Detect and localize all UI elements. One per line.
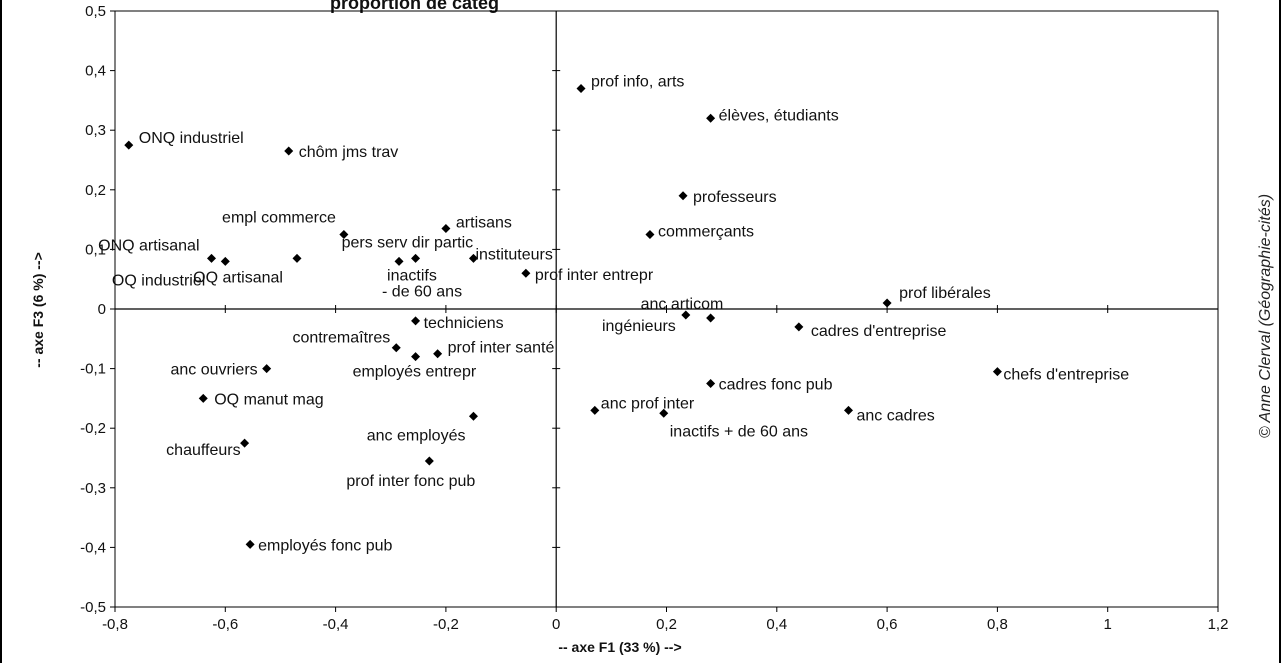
data-point-marker — [339, 230, 349, 239]
data-point-marker — [292, 253, 302, 263]
x-tick-label: 0,8 — [987, 616, 1008, 633]
data-point-label: artisans — [456, 215, 512, 232]
data-point-marker — [706, 379, 716, 388]
data-point-label: employés entrepr — [353, 364, 477, 381]
data-point-marker — [262, 364, 272, 374]
data-point-label: contremaîtres — [292, 330, 390, 347]
data-point-label: prof libérales — [899, 285, 991, 302]
x-tick-label: 0,4 — [766, 616, 787, 633]
data-point-label: anc articom — [641, 296, 724, 313]
data-point-label: cadres d'entreprise — [811, 323, 947, 340]
data-point-marker — [681, 310, 691, 320]
data-point-marker — [441, 224, 451, 234]
data-point-label: professeurs — [693, 189, 777, 206]
data-point-label: anc employés — [367, 427, 466, 444]
x-tick-label: 0 — [552, 616, 560, 633]
y-tick-label: 0 — [98, 301, 106, 318]
data-point-marker — [433, 349, 443, 359]
data-point-marker — [207, 253, 217, 263]
data-point-label: prof inter fonc pub — [346, 473, 475, 490]
data-point-marker — [394, 256, 404, 266]
x-tick-label: 0,2 — [656, 616, 677, 633]
data-point-label: instituteurs — [475, 246, 552, 263]
data-point-label: ONQ industriel — [139, 130, 244, 147]
y-tick-label: 0,4 — [85, 63, 106, 80]
data-point-marker — [124, 140, 134, 150]
x-tick-label: -0,6 — [212, 616, 238, 633]
data-point-marker — [424, 456, 434, 466]
x-axis-title: -- axe F1 (33 %) --> — [558, 639, 681, 655]
data-point-marker — [521, 268, 531, 278]
y-tick-label: 0,2 — [85, 182, 106, 199]
data-point-label: prof inter entrepr — [535, 267, 654, 284]
x-tick-label: 0,6 — [877, 616, 898, 633]
data-point-marker — [198, 393, 208, 403]
data-point-label: OQ industriel — [112, 272, 205, 289]
ticks-layer: -0,8 -0,6 -0,4 -0,2 0 0,2 0,4 0,6 0,8 1 1,2 0,5 0,4 0… — [80, 3, 1228, 633]
x-tick-label: 1 — [1104, 616, 1112, 633]
data-point-label: élèves, étudiants — [719, 107, 839, 124]
data-point-marker — [391, 343, 401, 353]
data-point-marker — [706, 113, 716, 123]
data-point-label: commerçants — [658, 224, 754, 241]
data-point-label: chôm jms trav — [299, 144, 399, 161]
y-tick-label: -0,5 — [80, 599, 106, 616]
data-point-label: employés fonc pub — [258, 537, 392, 554]
labels-layer: ONQ industriel chôm jms trav prof info, ar… — [98, 73, 1129, 554]
y-tick-label: -0,1 — [80, 361, 106, 378]
points-layer — [124, 83, 1002, 549]
data-point-label: techniciens — [424, 315, 504, 332]
data-point-marker — [706, 313, 716, 323]
data-point-label: pers serv dir partic — [342, 234, 474, 251]
y-tick-label: -0,2 — [80, 420, 106, 437]
x-tick-label: -0,4 — [323, 616, 349, 633]
credit-text: © Anne Clerval (Géographie-cités) — [1257, 194, 1274, 438]
data-point-label: OQ manut mag — [214, 391, 323, 408]
header-fragment: proportion de catég — [330, 0, 499, 13]
y-tick-label: 0,5 — [85, 3, 106, 20]
data-point-marker — [284, 146, 294, 156]
y-tick-label: -0,4 — [80, 539, 106, 556]
data-point-label: anc prof inter — [601, 395, 695, 412]
data-point-marker — [468, 411, 478, 421]
data-point-marker — [794, 322, 804, 332]
data-point-marker — [645, 230, 655, 239]
data-point-marker — [843, 405, 853, 415]
data-point-marker — [411, 316, 421, 326]
data-point-label: OQ artisanal — [193, 269, 283, 286]
data-point-label: anc cadres — [856, 407, 934, 424]
data-point-label: empl commerce — [222, 210, 336, 227]
data-point-marker — [220, 256, 230, 266]
y-tick-label: -0,3 — [80, 480, 106, 497]
y-axis-title: -- axe F3 (6 %) --> — [30, 252, 46, 368]
data-point-label: prof inter santé — [448, 340, 555, 357]
data-point-marker — [411, 352, 421, 362]
y-tick-label: 0,3 — [85, 122, 106, 139]
data-point-label: ONQ artisanal — [98, 237, 199, 254]
data-point-label: anc ouvriers — [171, 362, 258, 379]
data-point-marker — [882, 298, 892, 308]
data-point-label: inactifs + de 60 ans — [670, 423, 808, 440]
data-point-label: ingénieurs — [602, 318, 676, 335]
data-point-marker — [992, 367, 1002, 377]
data-point-label: prof info, arts — [591, 73, 684, 90]
data-point-marker — [659, 408, 669, 418]
data-point-label: cadres fonc pub — [719, 377, 833, 394]
data-point-marker — [678, 191, 688, 201]
data-point-marker — [590, 405, 600, 415]
data-point-marker — [240, 438, 250, 448]
x-tick-label: 1,2 — [1208, 616, 1229, 633]
data-point-label: inactifs - de 60 ans — [382, 267, 462, 300]
data-point-marker — [245, 539, 255, 549]
x-tick-label: -0,8 — [102, 616, 128, 633]
data-point-label: chefs d'entreprise — [1003, 367, 1129, 384]
x-tick-label: -0,2 — [433, 616, 459, 633]
data-point-marker — [411, 253, 421, 263]
data-point-marker — [576, 83, 586, 93]
data-point-marker — [468, 253, 478, 263]
y-tick-label: 0,1 — [85, 241, 106, 258]
data-point-label: chauffeurs — [166, 442, 240, 459]
